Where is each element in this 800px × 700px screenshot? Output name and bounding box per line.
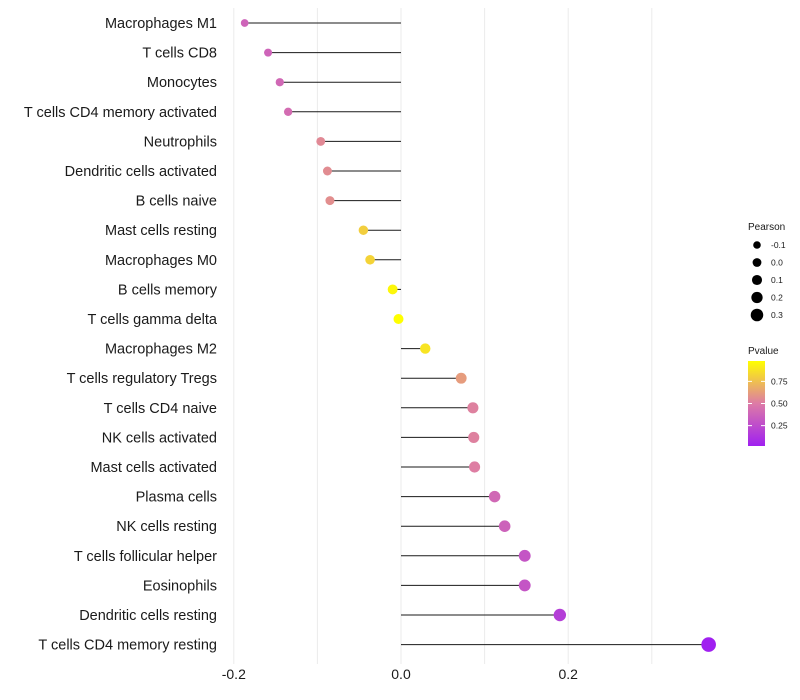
grid-lines <box>233 8 653 664</box>
y-category-label: Neutrophils <box>144 134 217 150</box>
lollipop-point <box>322 166 332 176</box>
y-category-label: Mast cells resting <box>105 223 217 239</box>
x-tick-label: -0.2 <box>222 666 246 682</box>
lollipop-point <box>518 549 531 562</box>
pvalue-legend-label: 0.75 <box>771 376 788 386</box>
y-category-label: Macrophages M1 <box>105 16 217 32</box>
pearson-legend-key <box>752 258 762 267</box>
y-category-label: B cells memory <box>118 282 218 298</box>
lollipop-point <box>498 520 511 532</box>
y-category-label: Macrophages M2 <box>105 342 217 358</box>
y-category-label: NK cells activated <box>102 430 217 446</box>
pearson-legend-key <box>751 291 763 304</box>
pvalue-legend-label: 0.25 <box>771 421 788 431</box>
y-axis-labels: Macrophages M1 T cells CD8 Monocytes T cell… <box>24 16 218 654</box>
pvalue-legend-label: 0.50 <box>771 399 788 409</box>
y-category-label: T cells CD8 <box>142 46 217 62</box>
plot-area <box>240 19 716 652</box>
pearson-legend-label: 0.2 <box>771 293 783 303</box>
lollipop-point <box>283 107 293 116</box>
lollipop-point <box>240 19 249 27</box>
lollipop-point <box>701 637 716 652</box>
y-category-label: Eosinophils <box>143 578 217 594</box>
pearson-legend-key <box>753 241 761 249</box>
pearson-legend-key <box>751 274 763 286</box>
lollipop-point <box>387 284 398 295</box>
y-category-label: Macrophages M0 <box>105 253 217 269</box>
y-category-label: Mast cells activated <box>90 460 217 476</box>
y-category-label: NK cells resting <box>116 519 217 535</box>
y-category-label: Dendritic cells resting <box>79 608 217 624</box>
pearson-legend: Pearson -0.1 0.0 0.1 0.2 0.3 <box>748 222 786 322</box>
pvalue-legend-title: Pvalue <box>748 346 779 357</box>
lollipop-point <box>358 225 369 235</box>
pearson-legend-label: 0.3 <box>771 310 783 320</box>
pvalue-colorbar <box>748 361 765 446</box>
pearson-legend-label: -0.1 <box>771 240 786 250</box>
y-category-label: B cells naive <box>136 194 217 210</box>
lollipop-point <box>553 608 567 622</box>
y-category-label: T cells follicular helper <box>74 549 217 565</box>
pearson-legend-key <box>750 308 764 322</box>
lollipop-point <box>264 48 273 57</box>
lollipop-point <box>455 372 467 384</box>
pearson-legend-title: Pearson <box>748 222 785 233</box>
y-category-label: T cells regulatory Tregs <box>67 371 217 387</box>
pvalue-legend: Pvalue 0.25 0.50 0.75 <box>748 346 788 446</box>
y-category-label: T cells CD4 naive <box>104 401 217 417</box>
lollipop-point <box>325 196 335 206</box>
x-axis-ticks: -0.2 0.0 0.2 <box>222 666 578 682</box>
lollipop-point <box>467 402 479 414</box>
y-category-label: Monocytes <box>147 75 217 91</box>
x-tick-label: 0.0 <box>391 666 411 682</box>
lollipop-point <box>468 431 480 443</box>
pearson-legend-label: 0.1 <box>771 275 783 285</box>
lollipop-point <box>518 579 531 592</box>
lollipop-point <box>365 255 375 265</box>
lollipop-point <box>469 461 481 473</box>
x-tick-label: 0.2 <box>558 666 578 682</box>
lollipop-point <box>275 78 284 87</box>
lollipop-point <box>393 313 404 325</box>
pearson-legend-label: 0.0 <box>771 258 783 268</box>
y-category-label: Dendritic cells activated <box>65 164 217 180</box>
lollipop-point <box>316 136 326 146</box>
y-category-label: T cells CD4 memory resting <box>38 638 217 654</box>
y-category-label: T cells CD4 memory activated <box>24 105 217 121</box>
lollipop-point <box>488 490 501 503</box>
y-category-label: Plasma cells <box>136 490 217 506</box>
lollipop-point <box>420 343 431 354</box>
y-category-label: T cells gamma delta <box>88 312 218 328</box>
